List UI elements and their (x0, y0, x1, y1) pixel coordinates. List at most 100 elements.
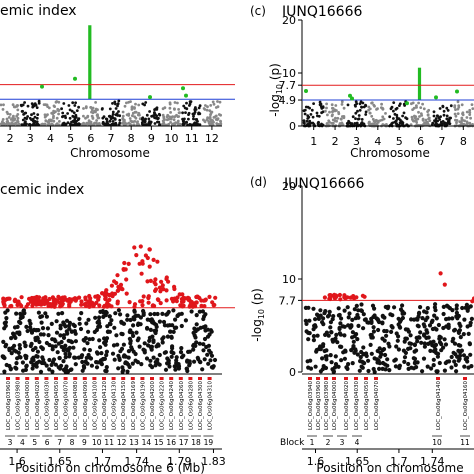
block-label: 2 (326, 438, 331, 447)
data-point (328, 120, 331, 124)
data-point (40, 326, 46, 331)
data-point (463, 357, 468, 362)
data-point (165, 118, 169, 122)
data-point (148, 363, 153, 368)
data-point (438, 118, 442, 121)
data-point (380, 320, 385, 325)
data-point (378, 350, 383, 355)
data-point (308, 119, 312, 123)
data-point (171, 329, 176, 334)
significant-point (124, 291, 129, 296)
data-point (318, 347, 323, 352)
data-point (153, 322, 159, 327)
panel-d-y-axis: 20 10 7.7 0 (279, 180, 303, 379)
y-tick-label: 10 (282, 273, 296, 286)
significant-point (107, 297, 112, 302)
data-point (181, 111, 185, 115)
data-point (431, 339, 436, 344)
data-point (218, 100, 222, 104)
panel-c-ylabel: -log10 (p) (268, 63, 284, 117)
gene-marker (140, 377, 145, 380)
data-point (123, 354, 128, 359)
gene-marker (6, 377, 10, 380)
data-point (70, 109, 74, 113)
data-point (398, 325, 403, 330)
data-point (195, 118, 199, 121)
data-point (191, 342, 196, 347)
svg-text:-log10 (p): -log10 (p) (250, 288, 266, 342)
data-point (330, 114, 334, 118)
data-point (78, 122, 81, 126)
block-label: 1 (310, 438, 315, 447)
data-point (212, 120, 215, 124)
data-point (352, 307, 357, 312)
data-point (5, 117, 9, 121)
significant-point (327, 293, 332, 298)
chromosome-label: 3 (27, 132, 34, 145)
data-point (422, 341, 427, 346)
data-point (326, 113, 329, 117)
data-point (99, 362, 104, 367)
gene-label: LOC_Os06g03960 (316, 381, 322, 430)
data-point (456, 348, 461, 353)
data-point (325, 122, 329, 125)
data-point (342, 356, 347, 361)
data-point (359, 302, 364, 307)
significant-point (164, 275, 169, 280)
data-point (121, 117, 125, 120)
data-point (368, 332, 373, 338)
data-point (356, 315, 361, 320)
significant-point (32, 295, 37, 300)
data-point (37, 99, 41, 103)
data-point (216, 105, 220, 109)
data-point (333, 354, 338, 359)
significant-point (145, 279, 150, 284)
data-point (5, 120, 9, 124)
significant-point (442, 282, 447, 287)
significant-point (151, 257, 156, 262)
significant-point (103, 296, 108, 302)
data-point (82, 121, 85, 125)
data-point (457, 105, 461, 109)
significant-point (132, 245, 137, 250)
data-point (433, 119, 436, 123)
data-point (1, 339, 6, 344)
data-point (321, 316, 326, 321)
data-point (73, 331, 78, 336)
data-point (388, 115, 392, 119)
data-point (340, 103, 344, 106)
data-point (429, 320, 434, 325)
data-point (346, 362, 351, 367)
data-point (127, 336, 132, 341)
data-point (331, 106, 334, 110)
data-point (63, 343, 68, 348)
data-point (445, 304, 451, 309)
data-point (362, 105, 366, 109)
data-point (96, 116, 100, 120)
data-point (60, 311, 65, 316)
significant-point (40, 84, 44, 89)
data-point (350, 335, 355, 340)
data-point (8, 113, 12, 116)
data-point (343, 349, 348, 354)
chromosome-label: 9 (148, 132, 155, 145)
data-point (401, 121, 405, 125)
panel-b-title: cemic index (0, 182, 84, 198)
data-point (32, 104, 36, 108)
data-point (1, 118, 5, 121)
data-point (439, 123, 442, 126)
data-point (441, 311, 446, 317)
data-point (431, 121, 435, 125)
significant-point (455, 89, 459, 94)
data-point (414, 335, 419, 340)
data-point (209, 104, 213, 107)
data-point (134, 330, 139, 335)
data-point (31, 119, 35, 123)
data-point (94, 101, 97, 104)
data-point (108, 119, 112, 123)
data-point (160, 340, 165, 345)
data-point (17, 346, 23, 351)
data-point (128, 341, 133, 346)
gene-marker (364, 377, 368, 380)
data-point (433, 342, 439, 347)
